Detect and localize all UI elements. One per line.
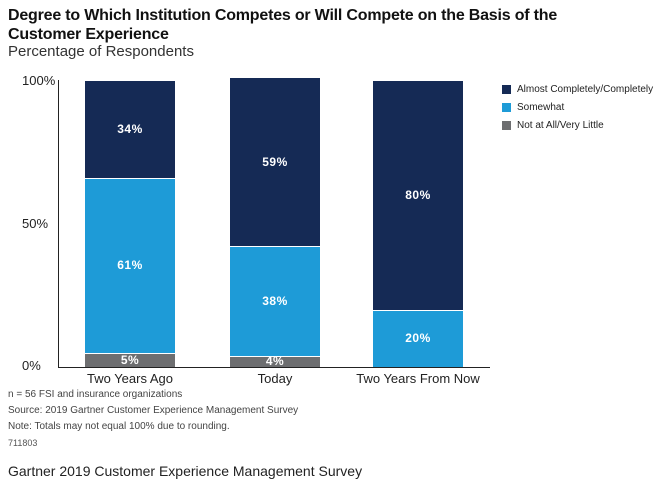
y-tick-label-50: 50%	[22, 216, 49, 231]
x-tick-label: Two Years Ago	[86, 371, 173, 386]
bar-segment	[85, 178, 175, 353]
chart-title: Degree to Which Institution Competes or …	[8, 7, 558, 43]
data-label: 38%	[262, 294, 288, 308]
bar-segment	[85, 353, 175, 367]
x-tick-label: Two Years From Now	[356, 371, 480, 386]
bar-segment	[373, 81, 463, 310]
x-tick-label: Today	[257, 371, 293, 386]
data-label: 4%	[265, 354, 285, 369]
bar-today: 4% 38% 59%	[230, 78, 320, 369]
y-tick-label-0: 0%	[22, 358, 41, 373]
legend-swatch	[502, 120, 511, 130]
legend-swatch	[502, 84, 511, 94]
note-rounding: Note: Totals may not equal 100% due to r…	[8, 421, 230, 432]
data-label: 61%	[117, 258, 143, 273]
legend: Almost Completely/Completely Somewhat No…	[502, 80, 653, 134]
bar-segment	[230, 78, 320, 247]
y-axis-line	[58, 80, 59, 368]
figure-code: 711803	[8, 438, 38, 448]
data-label: 34%	[117, 121, 143, 136]
data-label: 20%	[405, 331, 431, 346]
bar-segment	[373, 310, 463, 367]
bar-two-years-from-now: 20% 80%	[373, 80, 463, 367]
legend-item-somewhat: Somewhat	[502, 98, 653, 116]
legend-swatch	[502, 102, 511, 112]
legend-label: Not at All/Very Little	[517, 119, 604, 131]
legend-label: Somewhat	[517, 101, 565, 113]
note-source: Source: 2019 Gartner Customer Experience…	[8, 405, 299, 416]
x-axis-line	[58, 367, 490, 368]
bar-segment	[230, 356, 320, 367]
caption: Gartner 2019 Customer Experience Managem…	[8, 463, 363, 479]
chart-subtitle: Percentage of Respondents	[8, 43, 194, 60]
bar-segment	[85, 81, 175, 178]
data-label: 59%	[262, 154, 288, 169]
legend-label: Almost Completely/Completely	[517, 83, 654, 95]
bar-two-years-ago: 5% 61% 34%	[85, 80, 175, 367]
data-label: 80%	[405, 187, 431, 202]
bar-segment	[230, 247, 320, 356]
legend-item-not-at-all: Not at All/Very Little	[502, 116, 653, 134]
legend-item-almost-completely: Almost Completely/Completely	[502, 80, 653, 98]
data-label: 5%	[120, 352, 140, 367]
y-tick-label-100: 100%	[22, 73, 56, 88]
note-sample-size: n = 56 FSI and insurance organizations	[8, 389, 183, 400]
